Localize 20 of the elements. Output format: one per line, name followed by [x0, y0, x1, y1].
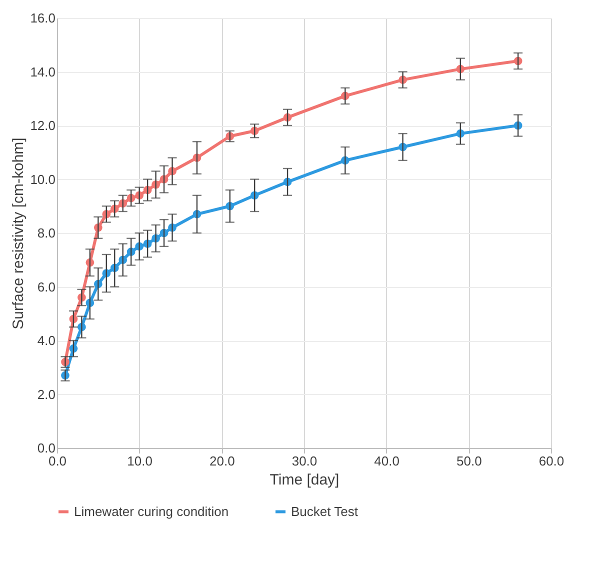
y-tick-label: 4.0	[37, 333, 56, 348]
x-tick-label: 0.0	[48, 454, 67, 468]
y-tick-label: 0.0	[37, 440, 56, 456]
legend-label: Limewater curing condition	[74, 504, 229, 519]
x-axis-title: Time [day]	[270, 472, 340, 488]
x-tick-label: 30.0	[292, 454, 318, 468]
x-tick-label: 60.0	[538, 454, 564, 468]
y-tick-label: 10.0	[30, 172, 56, 187]
legend-label: Bucket Test	[291, 504, 358, 519]
y-tick-label: 14.0	[30, 64, 56, 80]
y-tick-label: 12.0	[30, 118, 56, 133]
y-tick-label: 6.0	[37, 279, 56, 294]
y-axis-title: Surface resistivity [cm-kohm]	[10, 138, 28, 330]
y-tick-label: 16.0	[30, 10, 56, 26]
y-tick-label: 2.0	[37, 386, 56, 402]
x-tick-label: 40.0	[374, 454, 400, 468]
x-tick-label: 50.0	[456, 454, 482, 468]
x-tick-label: 20.0	[210, 454, 235, 468]
x-tick-label: 10.0	[127, 454, 152, 468]
y-tick-label: 8.0	[37, 226, 56, 240]
